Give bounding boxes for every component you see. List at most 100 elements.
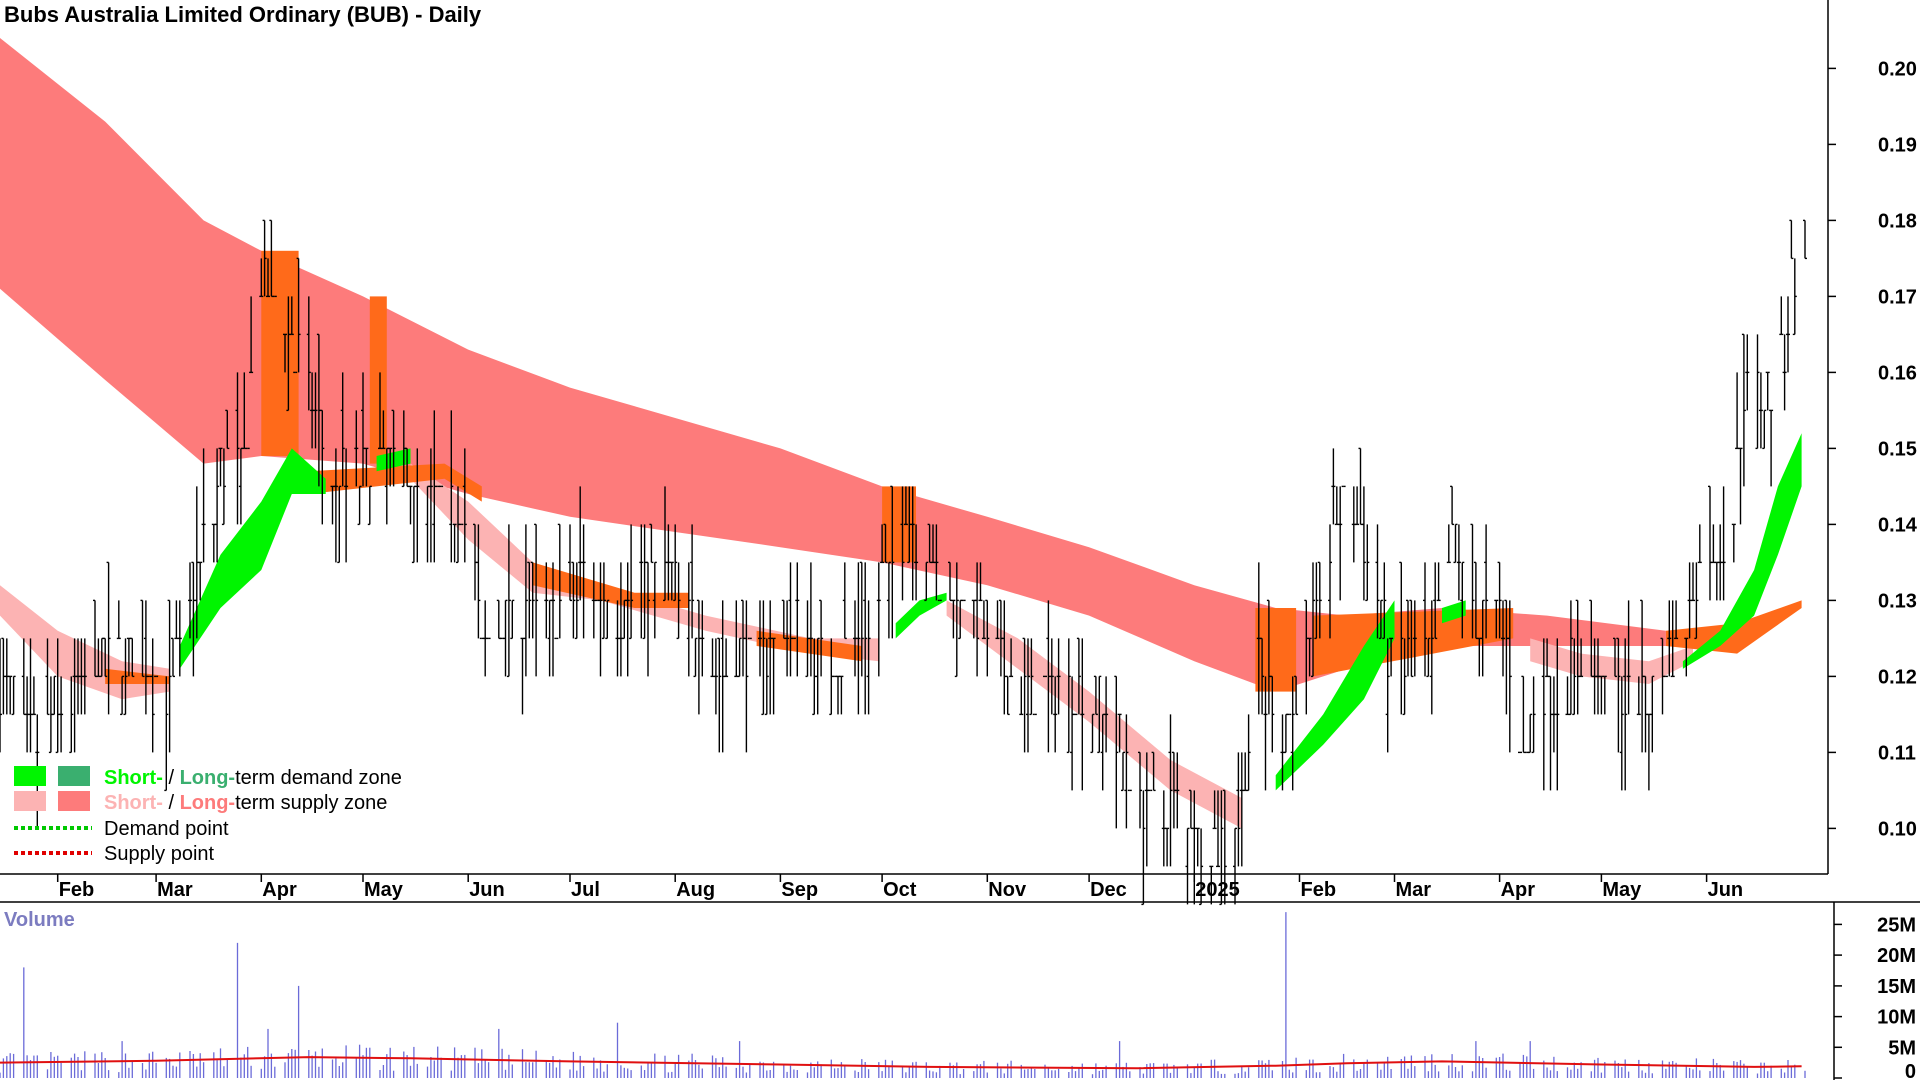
price-bar	[59, 676, 64, 753]
price-bar	[1741, 333, 1746, 487]
price-bar	[1270, 675, 1275, 753]
price-bar	[574, 562, 579, 640]
price-bar	[883, 523, 888, 564]
price-bar	[31, 676, 36, 716]
price-bar	[218, 447, 223, 487]
price-bar	[534, 523, 539, 677]
price-bar	[1792, 258, 1797, 336]
price-bar	[975, 562, 980, 677]
price-bar	[530, 561, 535, 639]
volume-moving-average-line	[0, 1056, 1802, 1070]
price-bar	[333, 448, 338, 563]
price-bar	[140, 599, 145, 678]
price-bar	[415, 448, 420, 563]
price-bar	[221, 448, 226, 526]
price-tick-label: 0.10	[1878, 818, 1917, 840]
price-bar	[103, 637, 108, 678]
price-bar	[52, 675, 57, 716]
price-bar	[890, 485, 895, 639]
date-tick-label: Oct	[883, 879, 917, 901]
price-bar	[954, 562, 959, 678]
price-bar	[761, 600, 766, 716]
price-bar	[1222, 789, 1227, 905]
price-bar	[1616, 637, 1621, 753]
date-tick-label: Feb	[1301, 879, 1337, 901]
price-plot-area	[0, 38, 1807, 906]
price-bar	[523, 524, 528, 677]
short-term-supply-zone-0	[0, 585, 170, 700]
price-bar	[1484, 524, 1489, 639]
price-bar	[1568, 600, 1573, 716]
date-tick-label: Nov	[988, 879, 1027, 901]
price-bar	[130, 637, 135, 678]
price-bar	[1436, 562, 1441, 602]
price-bar	[313, 372, 318, 449]
price-bar	[201, 448, 206, 563]
price-bar	[690, 524, 695, 639]
price-bar	[652, 561, 657, 639]
legend-demand-suffix: term demand zone	[235, 767, 402, 789]
price-bar	[1460, 561, 1465, 639]
price-bar	[1209, 865, 1214, 905]
price-bar	[1019, 676, 1024, 716]
volume-tick-label: 15M	[1877, 976, 1916, 998]
price-bar	[910, 486, 915, 601]
price-bar	[1399, 561, 1404, 715]
price-bar	[1402, 638, 1407, 716]
price-tick-label: 0.14	[1878, 514, 1918, 536]
price-bar	[1056, 638, 1061, 715]
price-bar	[503, 599, 508, 677]
price-bar	[951, 599, 956, 639]
price-bar	[266, 258, 270, 298]
short-term-demand-zone-0	[179, 448, 326, 669]
price-bar	[1674, 600, 1679, 640]
price-bar	[1480, 599, 1485, 677]
price-bar	[914, 524, 919, 601]
price-bar	[296, 257, 301, 373]
volume-tick-label: 5M	[1888, 1037, 1916, 1059]
price-bar	[164, 676, 169, 792]
price-bar	[1378, 599, 1383, 640]
supply-overlap-column-0	[261, 250, 299, 456]
legend-demand-long: Long-	[180, 767, 236, 789]
price-bar	[320, 409, 325, 525]
price-bar	[1497, 561, 1502, 639]
price-bar	[625, 562, 630, 677]
price-bar	[306, 296, 311, 411]
price-bar	[649, 523, 654, 564]
price-bar	[354, 410, 359, 487]
price-bar	[863, 562, 868, 715]
price-bar	[544, 562, 549, 639]
price-bar	[1029, 638, 1034, 716]
price-bar	[819, 599, 824, 677]
price-bar	[1328, 524, 1332, 639]
price-bar	[785, 600, 790, 677]
price-bar	[1721, 486, 1726, 601]
price-bar	[1769, 409, 1774, 487]
price-bar	[1124, 714, 1129, 829]
price-bar	[1331, 448, 1336, 525]
price-bar	[1361, 486, 1366, 601]
price-bar	[1555, 638, 1560, 791]
price-bar	[1786, 296, 1790, 373]
date-tick-label: Jun	[469, 879, 505, 901]
short-term-demand-zone-4	[1442, 600, 1466, 624]
price-bar	[1382, 562, 1387, 640]
price-bar	[1053, 676, 1058, 753]
price-bar	[900, 486, 905, 601]
price-bar	[167, 599, 172, 753]
price-bar	[717, 637, 722, 753]
price-bar	[1684, 637, 1689, 677]
price-tick-label: 0.16	[1878, 362, 1917, 384]
price-bar	[568, 524, 572, 602]
price-bar	[1758, 372, 1763, 449]
price-bar	[198, 561, 203, 601]
price-bar	[391, 409, 396, 487]
price-bar	[601, 562, 606, 640]
price-bar	[1236, 752, 1241, 867]
legend-demand-point-label: Demand point	[104, 818, 229, 840]
price-tick-label: 0.12	[1878, 666, 1917, 688]
price-bar	[1141, 790, 1146, 906]
price-bar	[262, 219, 267, 297]
price-bar	[150, 638, 155, 753]
